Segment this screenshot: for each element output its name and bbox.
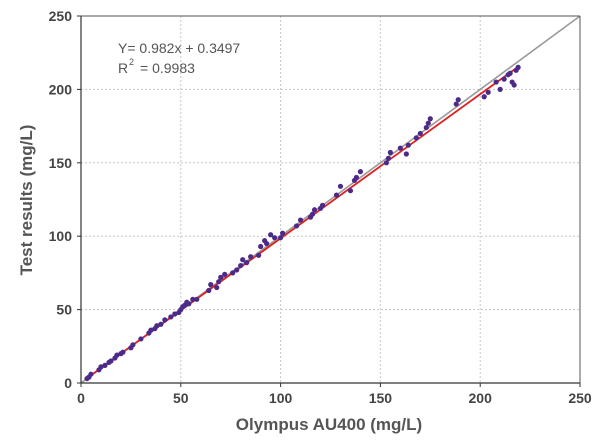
data-point — [172, 311, 178, 317]
data-point — [417, 130, 423, 137]
x-tick-label: 50 — [173, 390, 189, 406]
data-point — [353, 174, 360, 181]
data-point — [120, 349, 126, 355]
data-point — [387, 149, 393, 156]
data-point — [238, 262, 244, 269]
data-point — [248, 254, 254, 260]
data-point — [427, 116, 433, 122]
r2-label: R — [118, 60, 128, 76]
x-tick-label: 0 — [77, 390, 85, 406]
y-tick-label: 200 — [49, 81, 73, 97]
data-point — [98, 364, 104, 370]
data-point — [208, 282, 214, 288]
data-point — [279, 230, 286, 236]
data-point — [397, 145, 403, 151]
data-point — [268, 232, 274, 238]
data-point — [214, 284, 220, 291]
data-point — [309, 211, 316, 217]
data-point — [114, 352, 120, 358]
data-point — [337, 183, 344, 189]
data-point — [333, 192, 340, 198]
data-point — [515, 64, 521, 70]
data-point — [230, 270, 236, 276]
data-point — [455, 97, 461, 103]
data-point — [497, 86, 503, 92]
data-point — [244, 260, 250, 266]
data-point — [258, 243, 264, 250]
data-point — [108, 358, 114, 364]
x-tick-label: 100 — [269, 390, 293, 406]
data-point — [278, 235, 284, 241]
data-point — [383, 160, 389, 166]
data-point — [158, 321, 164, 327]
data-point — [311, 207, 318, 213]
data-point — [264, 240, 270, 247]
data-point — [138, 336, 144, 342]
y-tick-label: 100 — [49, 228, 73, 244]
data-point — [130, 342, 136, 348]
data-point — [297, 217, 304, 223]
data-point — [256, 252, 262, 258]
data-point — [357, 169, 364, 175]
data-point — [425, 120, 431, 126]
data-point — [319, 202, 326, 208]
data-point — [222, 271, 228, 277]
y-tick-label: 250 — [49, 8, 73, 24]
data-point — [347, 188, 354, 194]
data-point — [493, 79, 499, 85]
data-point — [501, 76, 507, 82]
x-axis-label: Olympus AU400 (mg/L) — [236, 415, 422, 434]
tick-labels: 0 50 100 150 200 250 0 50 100 150 200 250 — [49, 8, 592, 406]
x-tick-label: 200 — [469, 390, 493, 406]
data-point — [148, 327, 154, 333]
data-point — [206, 287, 212, 294]
y-axis-label: Test results (mg/L) — [17, 125, 36, 276]
data-point — [413, 135, 419, 141]
data-point — [272, 235, 278, 241]
x-tick-label: 250 — [568, 390, 592, 406]
data-point — [240, 257, 246, 263]
y-tick-label: 150 — [49, 155, 73, 171]
data-point — [481, 94, 487, 100]
y-tick-label: 0 — [64, 375, 72, 391]
data-point — [507, 70, 513, 76]
data-point — [485, 89, 491, 95]
data-point — [234, 267, 240, 273]
data-point — [168, 314, 174, 320]
data-point — [403, 151, 409, 157]
data-point — [190, 296, 196, 302]
data-point — [423, 124, 429, 131]
x-tick-label: 150 — [369, 390, 393, 406]
data-points — [84, 64, 521, 382]
data-point — [453, 101, 459, 107]
y-tick-label: 50 — [56, 302, 72, 318]
data-point — [162, 317, 168, 323]
data-point — [194, 296, 200, 302]
data-point — [405, 142, 411, 148]
data-point — [218, 274, 224, 280]
data-point — [88, 371, 94, 377]
data-point — [154, 323, 160, 329]
r2-superscript: 2 — [129, 57, 134, 67]
data-point — [511, 82, 517, 88]
data-point — [186, 301, 192, 307]
data-point — [216, 279, 222, 285]
grid-lines — [81, 16, 580, 383]
data-point — [102, 362, 108, 368]
axes — [80, 15, 581, 384]
equation-label: Y= 0.982x + 0.3497 — [118, 40, 240, 56]
data-point — [385, 155, 391, 161]
data-point — [293, 223, 300, 229]
r2-value: = 0.9983 — [140, 60, 195, 76]
